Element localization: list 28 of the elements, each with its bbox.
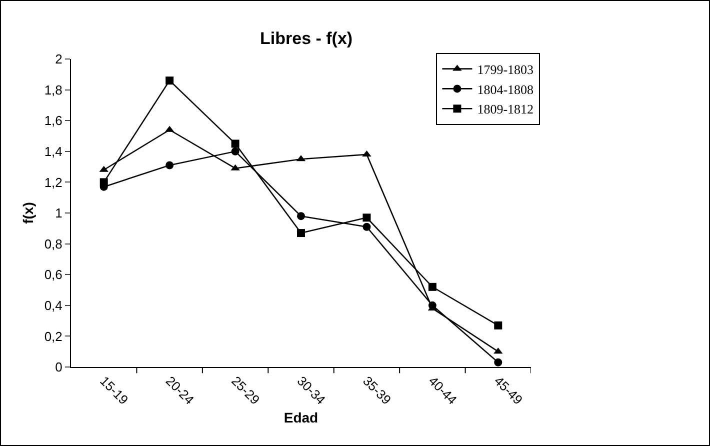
y-tick-label: 1,8 [44,82,62,98]
y-tick-label: 1,6 [44,113,62,128]
y-tick-label: 1,4 [44,144,62,159]
legend-label: 1804-1808 [477,82,534,97]
point [166,76,174,85]
point [231,147,240,156]
point [231,140,240,148]
point [297,229,305,238]
point [494,321,502,330]
chart-title: Libres - f(x) [260,29,353,48]
legend-label: 1809-1812 [477,102,534,117]
point [166,161,174,170]
point [362,214,371,222]
y-tick-label: 0,2 [44,328,62,344]
point [428,282,436,291]
y-tick-label: 0,8 [44,236,62,252]
y-tick-label: 0,4 [44,298,62,313]
y-tick-label: 0,6 [44,267,62,282]
y-tick-label: 1 [55,206,62,221]
y-tick-label: 1,2 [44,174,62,190]
legend-label: 1799-1803 [477,62,534,77]
point [494,358,502,366]
point [297,212,305,220]
y-axis-title: f(x) [20,202,36,224]
y-tick-label: 2 [55,52,62,67]
y-tick-label: 0 [55,360,62,375]
point [362,222,371,231]
x-axis-title: Edad [284,409,318,426]
